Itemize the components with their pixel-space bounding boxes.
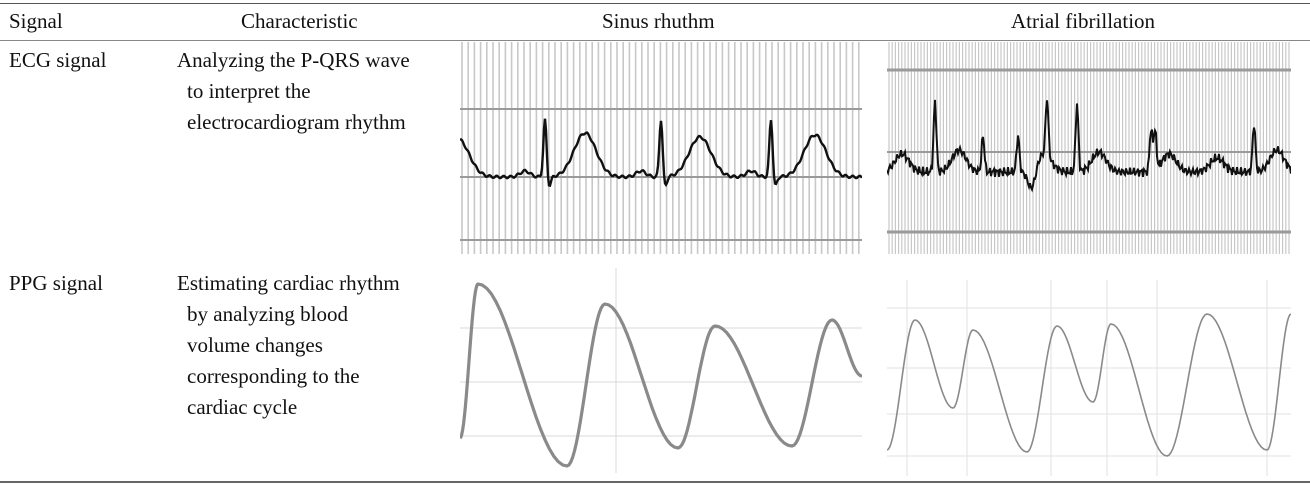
row-characteristic: Estimating cardiac rhythm by analyzing b… [177,268,400,423]
header-signal: Signal [9,9,63,33]
row-signal-label: PPG signal [9,271,103,295]
ppg-atrial-fibrillation-image [887,280,1291,476]
characteristic-line: by analyzing blood [187,302,348,326]
table-header-rule [0,40,1310,41]
ppg-sinus-rhythm-image [460,268,862,473]
header-atrial-fibrillation: Atrial fibrillation [1011,9,1156,33]
characteristic-line: to interpret the [187,79,311,103]
header-characteristic: Characteristic [241,9,358,33]
characteristic-line: cardiac cycle [187,395,298,419]
characteristic-line: Estimating cardiac rhythm [177,271,400,295]
header-sinus-rhythm: Sinus rhuthm [602,9,715,33]
characteristic-line: electrocardiogram rhythm [187,110,406,134]
ecg-sinus-rhythm-image [460,42,862,254]
characteristic-line: volume changes [187,333,323,357]
table-bottom-rule [0,481,1310,483]
table-top-rule [0,3,1310,4]
ecg-atrial-fibrillation-image [887,42,1291,254]
characteristic-line: corresponding to the [187,364,360,388]
characteristic-line: Analyzing the P-QRS wave [177,48,410,72]
row-signal-label: ECG signal [9,48,107,72]
row-characteristic: Analyzing the P-QRS wave to interpret th… [177,45,410,138]
